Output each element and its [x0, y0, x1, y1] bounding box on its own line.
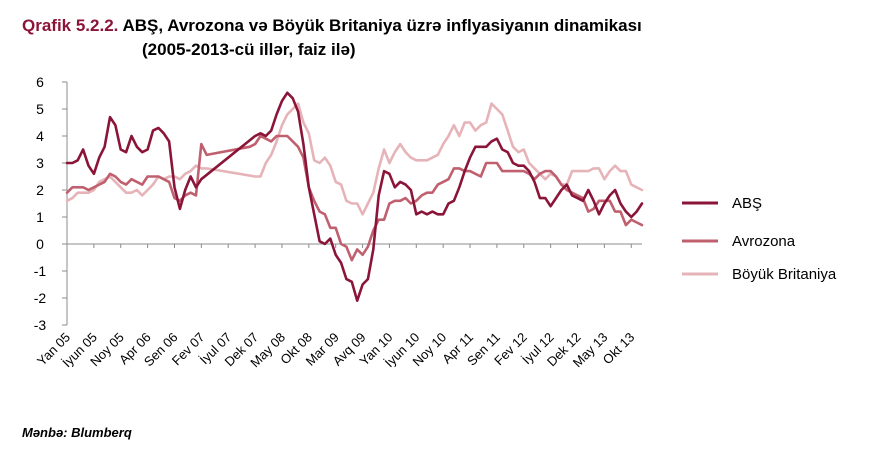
legend-label: Böyük Britaniya — [732, 266, 837, 283]
y-axis: 6 5 4 3 2 1 0 -1 -2 -3 — [34, 74, 68, 333]
series-line-avrozona — [65, 134, 644, 262]
y-tick-label: 5 — [36, 101, 44, 117]
legend-label: Avrozona — [732, 233, 796, 250]
y-tick-label: -1 — [34, 263, 47, 279]
chart-title-main: ABŞ, Avrozona və Böyük Britaniya üzrə in… — [118, 16, 642, 35]
source-note: Mənbə: Blumberq — [22, 425, 132, 440]
chart-title: Qrafik 5.2.2. ABŞ, Avrozona və Böyük Bri… — [22, 14, 882, 62]
chart-title-line2: (2005-2013-cü illər, faiz ilə) — [142, 40, 356, 59]
y-tick-label: 2 — [36, 182, 44, 198]
series-line-ab- — [65, 91, 644, 302]
y-tick-label: 0 — [36, 236, 44, 252]
y-tick-label: -3 — [34, 317, 47, 333]
legend: ABŞ Avrozona Böyük Britaniya — [682, 195, 837, 283]
y-tick-label: 4 — [36, 128, 44, 144]
y-tick-label: 1 — [36, 209, 44, 225]
chart-title-prefix: Qrafik 5.2.2. — [22, 16, 119, 35]
legend-label: ABŞ — [732, 195, 762, 212]
chart-title-line1: Qrafik 5.2.2. ABŞ, Avrozona və Böyük Bri… — [22, 14, 882, 38]
series-lines — [65, 91, 644, 302]
y-tick-label: -2 — [34, 290, 47, 306]
y-tick-label: 6 — [36, 74, 44, 90]
y-tick-label: 3 — [36, 155, 44, 171]
